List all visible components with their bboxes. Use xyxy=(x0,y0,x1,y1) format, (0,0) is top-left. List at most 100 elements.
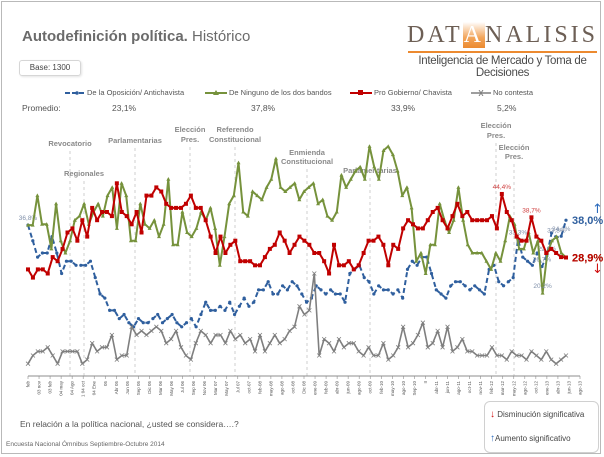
data-point xyxy=(358,164,363,169)
data-point xyxy=(473,284,477,288)
data-point xyxy=(264,185,269,189)
data-point xyxy=(93,276,97,280)
data-point xyxy=(166,177,171,181)
data-point xyxy=(297,197,302,202)
data-point xyxy=(351,340,357,346)
data-point xyxy=(188,357,194,362)
data-point xyxy=(455,345,460,350)
data-point xyxy=(559,250,564,255)
data-point xyxy=(161,222,166,226)
data-point xyxy=(499,353,505,358)
key-increase: ↑Aumento significativo xyxy=(490,433,571,444)
data-point xyxy=(479,250,484,255)
data-point xyxy=(194,226,199,230)
data-point xyxy=(267,246,272,251)
data-point xyxy=(149,193,154,198)
data-point xyxy=(316,201,321,206)
legend-item-ninguno: De Ninguno de los dos bandos xyxy=(205,88,332,97)
data-point xyxy=(469,349,475,354)
data-point xyxy=(319,288,323,292)
data-point xyxy=(49,246,54,251)
data-point xyxy=(485,218,490,223)
data-point xyxy=(133,238,138,243)
data-point xyxy=(463,284,467,288)
data-point xyxy=(277,340,283,346)
data-point xyxy=(415,226,420,231)
data-point xyxy=(519,353,524,358)
data-point xyxy=(386,144,391,148)
x-tick-label: 04 Ene xyxy=(92,381,97,396)
data-point xyxy=(124,353,129,358)
x-tick-label: 04 Ago xyxy=(70,381,75,396)
data-point xyxy=(297,304,302,309)
data-point xyxy=(233,238,238,243)
data-point xyxy=(428,242,433,247)
data-point xyxy=(50,353,55,358)
data-point xyxy=(405,345,411,350)
data-point xyxy=(494,353,500,358)
arrow-down-icon: ↓ xyxy=(490,409,495,420)
data-point xyxy=(386,357,391,362)
data-label: 33,8% xyxy=(547,227,566,234)
data-point xyxy=(420,320,426,325)
x-tick-label: Mar 07 xyxy=(213,381,218,396)
data-point xyxy=(231,193,236,198)
data-point xyxy=(247,304,251,308)
data-point xyxy=(174,205,179,210)
data-point xyxy=(534,353,539,358)
data-point xyxy=(489,214,494,219)
data-point xyxy=(88,259,93,263)
x-tick-label: feb xyxy=(26,381,31,388)
data-point xyxy=(80,361,85,366)
data-point xyxy=(437,201,442,206)
data-point xyxy=(474,353,480,358)
data-point xyxy=(348,271,352,276)
data-point xyxy=(26,222,30,227)
x-tick-label: ago-13 xyxy=(578,381,583,396)
data-point xyxy=(124,214,129,219)
data-point xyxy=(95,218,100,223)
x-tick-label: II xyxy=(423,381,428,384)
data-point xyxy=(336,336,342,342)
data-point xyxy=(451,218,456,222)
data-point xyxy=(188,193,193,198)
data-point xyxy=(63,250,68,255)
data-point xyxy=(331,349,337,354)
data-point xyxy=(381,148,386,152)
data-point xyxy=(366,238,371,243)
event-annotation: Constitucional xyxy=(209,135,261,144)
data-point xyxy=(104,210,109,214)
data-point xyxy=(198,205,203,210)
data-point xyxy=(45,251,49,255)
data-point xyxy=(509,218,514,223)
x-tick-label: oct-12 xyxy=(533,381,538,394)
data-point xyxy=(163,340,169,346)
data-point xyxy=(311,271,317,276)
data-point xyxy=(142,222,147,226)
data-point xyxy=(410,340,416,346)
data-point xyxy=(341,345,347,350)
data-point xyxy=(325,213,330,218)
legend-item-oposicion: De la Oposición/ Antichavista xyxy=(65,88,184,97)
data-point xyxy=(68,238,73,243)
data-point xyxy=(82,201,87,206)
data-point xyxy=(539,357,544,362)
data-point xyxy=(134,210,139,214)
data-point xyxy=(302,312,307,317)
data-point xyxy=(65,230,70,235)
data-point xyxy=(198,328,204,334)
data-point xyxy=(193,205,198,210)
data-point xyxy=(401,226,406,231)
data-point xyxy=(245,213,250,218)
data-point xyxy=(521,246,526,251)
data-point xyxy=(307,242,312,247)
data-point xyxy=(156,312,160,317)
data-point xyxy=(549,246,554,251)
data-label: 28,9% xyxy=(572,253,603,265)
data-point xyxy=(344,185,349,189)
data-point xyxy=(287,328,292,334)
data-point xyxy=(124,193,129,198)
data-point xyxy=(266,280,270,284)
data-point xyxy=(72,218,77,222)
